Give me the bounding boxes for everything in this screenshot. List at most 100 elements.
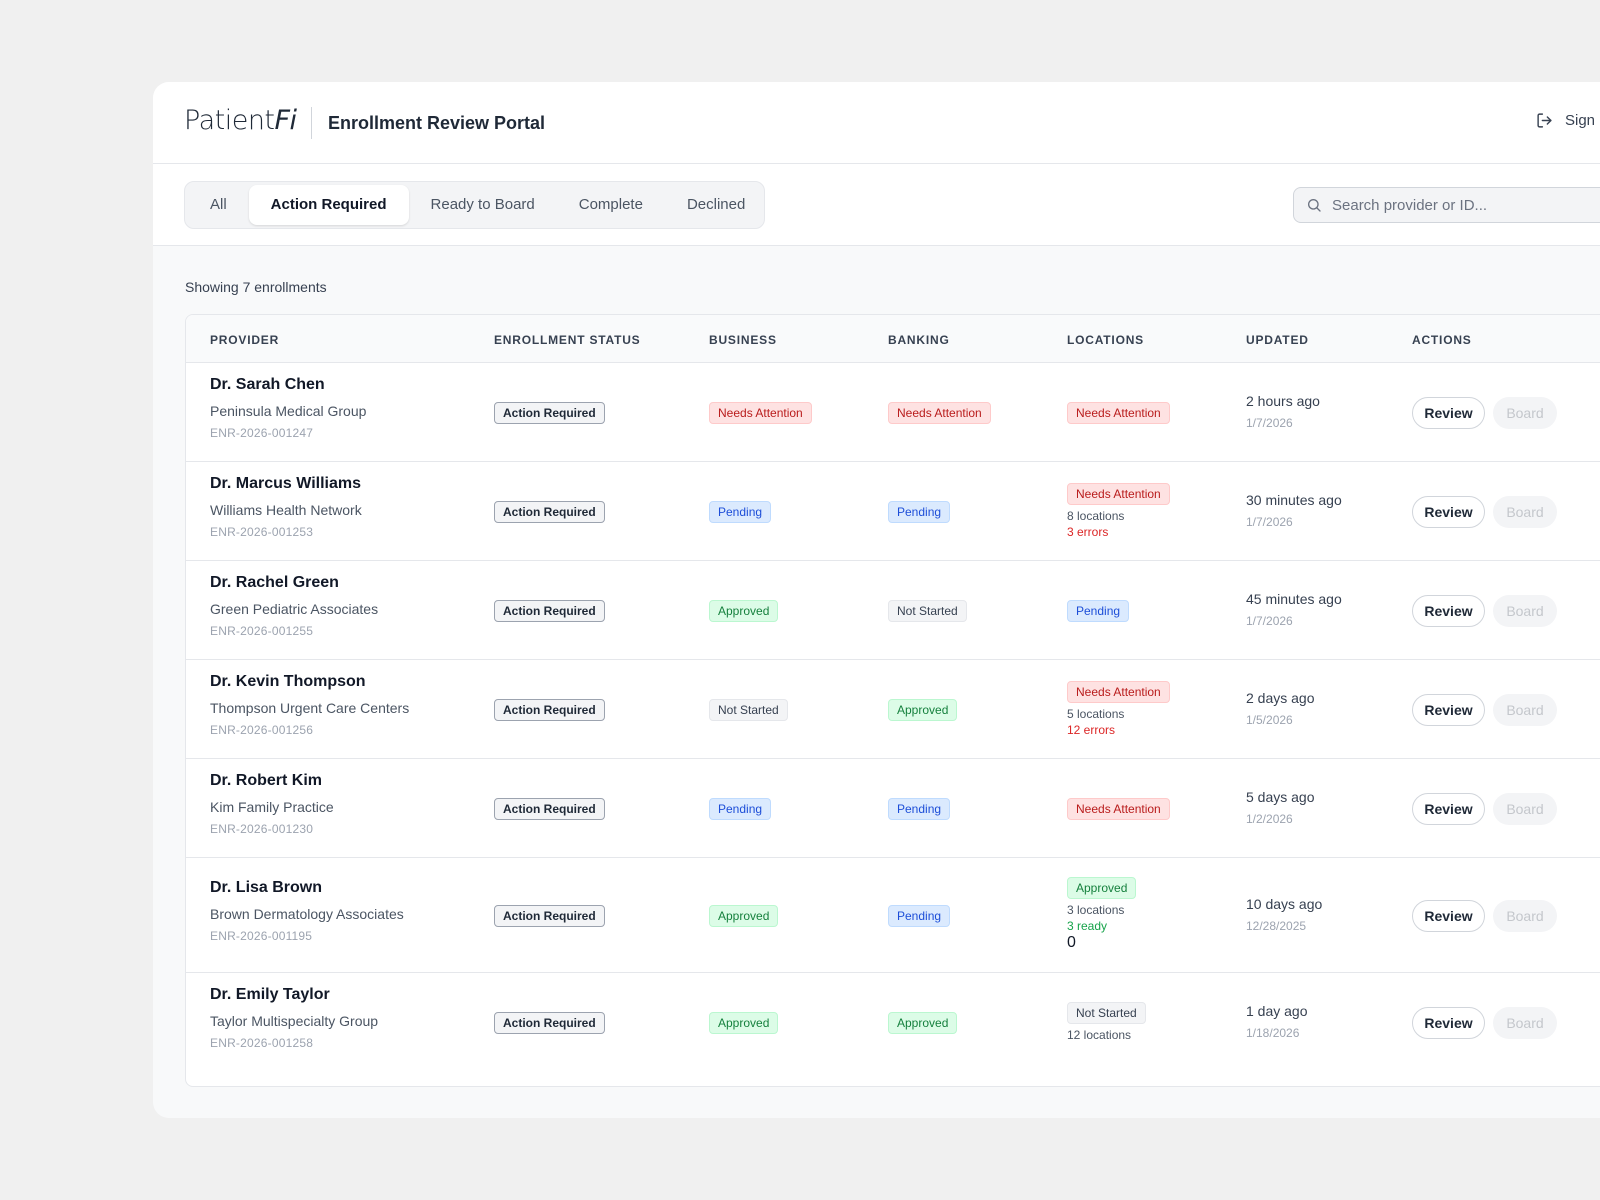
search-input[interactable] — [1332, 196, 1592, 214]
locations-cell: Needs Attention — [1067, 797, 1170, 820]
business-cell: Not Started — [709, 698, 788, 721]
enrollment-id: ENR-2026-001253 — [210, 524, 314, 539]
business-cell: Needs Attention — [709, 401, 812, 424]
enrollment-status-cell: Action Required — [494, 698, 605, 721]
search-box[interactable] — [1293, 187, 1600, 223]
review-button[interactable]: Review — [1412, 693, 1485, 726]
enrollment-status-cell: Action Required — [494, 599, 605, 622]
table-row: Dr. Marcus Williams Williams Health Netwo… — [186, 462, 1600, 561]
enrollment-id: ENR-2026-001247 — [210, 425, 314, 440]
provider-cell: Dr. Emily Taylor Taylor Multispecialty Gr… — [210, 986, 378, 1050]
provider-name: Dr. Marcus Williams — [210, 474, 362, 492]
tab-ready-to-board[interactable]: Ready to Board — [430, 196, 535, 213]
provider-cell: Dr. Robert Kim Kim Family Practice ENR-202… — [210, 772, 334, 836]
banking-status-badge: Not Started — [888, 599, 967, 622]
locations-cell: Not Started 12 locations — [1067, 1002, 1146, 1042]
enrollment-status-cell: Action Required — [494, 401, 605, 424]
header-divider — [311, 107, 312, 139]
updated-relative: 5 days ago — [1246, 788, 1315, 805]
provider-cell: Dr. Lisa Brown Brown Dermatology Associat… — [210, 879, 404, 943]
provider-organization: Peninsula Medical Group — [210, 402, 367, 419]
sign-out-label: Sign — [1565, 112, 1596, 129]
business-status-badge: Approved — [709, 599, 779, 622]
page-title: Enrollment Review Portal — [328, 113, 546, 133]
locations-count: 5 locations — [1067, 707, 1125, 721]
provider-name: Dr. Kevin Thompson — [210, 672, 366, 690]
status-tabs: All Action Required Ready to Board Complete… — [184, 181, 765, 229]
enrollment-id: ENR-2026-001258 — [210, 1035, 314, 1050]
updated-cell: 1 day ago 1/18/2026 — [1246, 1003, 1308, 1040]
board-button: Board — [1493, 495, 1557, 528]
enrollment-status-cell: Action Required — [494, 500, 605, 523]
provider-cell: Dr. Marcus Williams Williams Health Netwo… — [210, 475, 362, 539]
status-badge: Action Required — [494, 500, 605, 523]
review-button[interactable]: Review — [1412, 1006, 1485, 1039]
banking-status-badge: Pending — [888, 797, 951, 820]
provider-name: Dr. Rachel Green — [210, 573, 339, 591]
enrollment-id: ENR-2026-001230 — [210, 821, 314, 836]
provider-cell: Dr. Sarah Chen Peninsula Medical Group ENR… — [210, 376, 366, 440]
tab-complete[interactable]: Complete — [578, 196, 643, 213]
enrollment-id: ENR-2026-001255 — [210, 623, 314, 638]
business-status-badge: Not Started — [709, 698, 788, 721]
business-cell: Approved — [709, 1011, 779, 1034]
column-header-enrollment-status: ENROLLMENT STATUS — [494, 333, 641, 347]
enrollment-id: ENR-2026-001195 — [210, 928, 313, 943]
updated-date: 12/28/2025 — [1246, 918, 1307, 933]
portal-panel: PatientFi Enrollment Review Portal Sign … — [153, 82, 1600, 1118]
board-button: Board — [1493, 1006, 1557, 1039]
review-button[interactable]: Review — [1412, 792, 1485, 825]
sign-out-button[interactable]: Sign — [1536, 112, 1595, 129]
locations-cell: Approved 3 locations 3 ready 0 — [1067, 877, 1137, 952]
locations-count: 8 locations — [1067, 509, 1125, 523]
updated-date: 1/7/2026 — [1246, 514, 1293, 529]
business-cell: Approved — [709, 904, 779, 927]
table-row: Dr. Kevin Thompson Thompson Urgent Care C… — [186, 660, 1600, 759]
business-status-badge: Pending — [709, 797, 772, 820]
column-header-actions: ACTIONS — [1412, 333, 1472, 347]
banking-cell: Pending — [888, 500, 951, 523]
banking-cell: Pending — [888, 904, 951, 927]
tab-declined[interactable]: Declined — [686, 196, 746, 213]
review-button[interactable]: Review — [1412, 495, 1485, 528]
review-button[interactable]: Review — [1412, 899, 1485, 932]
patientfi-logo: PatientFi — [184, 105, 297, 136]
updated-cell: 45 minutes ago 1/7/2026 — [1246, 591, 1342, 628]
tab-action-required[interactable]: Action Required — [248, 185, 409, 225]
provider-organization: Kim Family Practice — [210, 798, 334, 815]
column-header-provider: PROVIDER — [210, 333, 280, 347]
column-header-updated: UPDATED — [1246, 333, 1309, 347]
banking-status-badge: Needs Attention — [888, 401, 991, 424]
provider-organization: Green Pediatric Associates — [210, 600, 379, 617]
search-icon — [1308, 199, 1321, 212]
locations-cell: Pending — [1067, 599, 1130, 622]
locations-status-badge: Needs Attention — [1067, 681, 1170, 703]
provider-cell: Dr. Rachel Green Green Pediatric Associat… — [210, 574, 378, 638]
banking-cell: Approved — [888, 698, 958, 721]
banking-status-badge: Approved — [888, 698, 958, 721]
provider-organization: Thompson Urgent Care Centers — [210, 699, 410, 716]
business-cell: Pending — [709, 500, 772, 523]
review-button[interactable]: Review — [1412, 396, 1485, 429]
enrollment-status-cell: Action Required — [494, 797, 605, 820]
provider-organization: Brown Dermatology Associates — [210, 905, 404, 922]
locations-count: 12 locations — [1067, 1028, 1132, 1042]
business-cell: Approved — [709, 599, 779, 622]
updated-cell: 2 days ago 1/5/2026 — [1246, 690, 1315, 727]
sign-out-icon — [1537, 113, 1552, 128]
banking-cell: Needs Attention — [888, 401, 991, 424]
updated-relative: 30 minutes ago — [1246, 491, 1342, 508]
updated-relative: 1 day ago — [1246, 1002, 1308, 1019]
updated-cell: 2 hours ago 1/7/2026 — [1246, 393, 1320, 430]
updated-date: 1/7/2026 — [1246, 613, 1293, 628]
status-badge: Action Required — [494, 1011, 605, 1034]
provider-name: Dr. Robert Kim — [210, 771, 323, 789]
banking-status-badge: Approved — [888, 1011, 958, 1034]
tab-all[interactable]: All — [210, 196, 227, 213]
locations-number: 0 — [1067, 934, 1076, 951]
provider-name: Dr. Sarah Chen — [210, 375, 325, 393]
board-button: Board — [1493, 899, 1557, 932]
banking-status-badge: Pending — [888, 500, 951, 523]
updated-cell: 10 days ago 12/28/2025 — [1246, 896, 1322, 933]
review-button[interactable]: Review — [1412, 594, 1485, 627]
